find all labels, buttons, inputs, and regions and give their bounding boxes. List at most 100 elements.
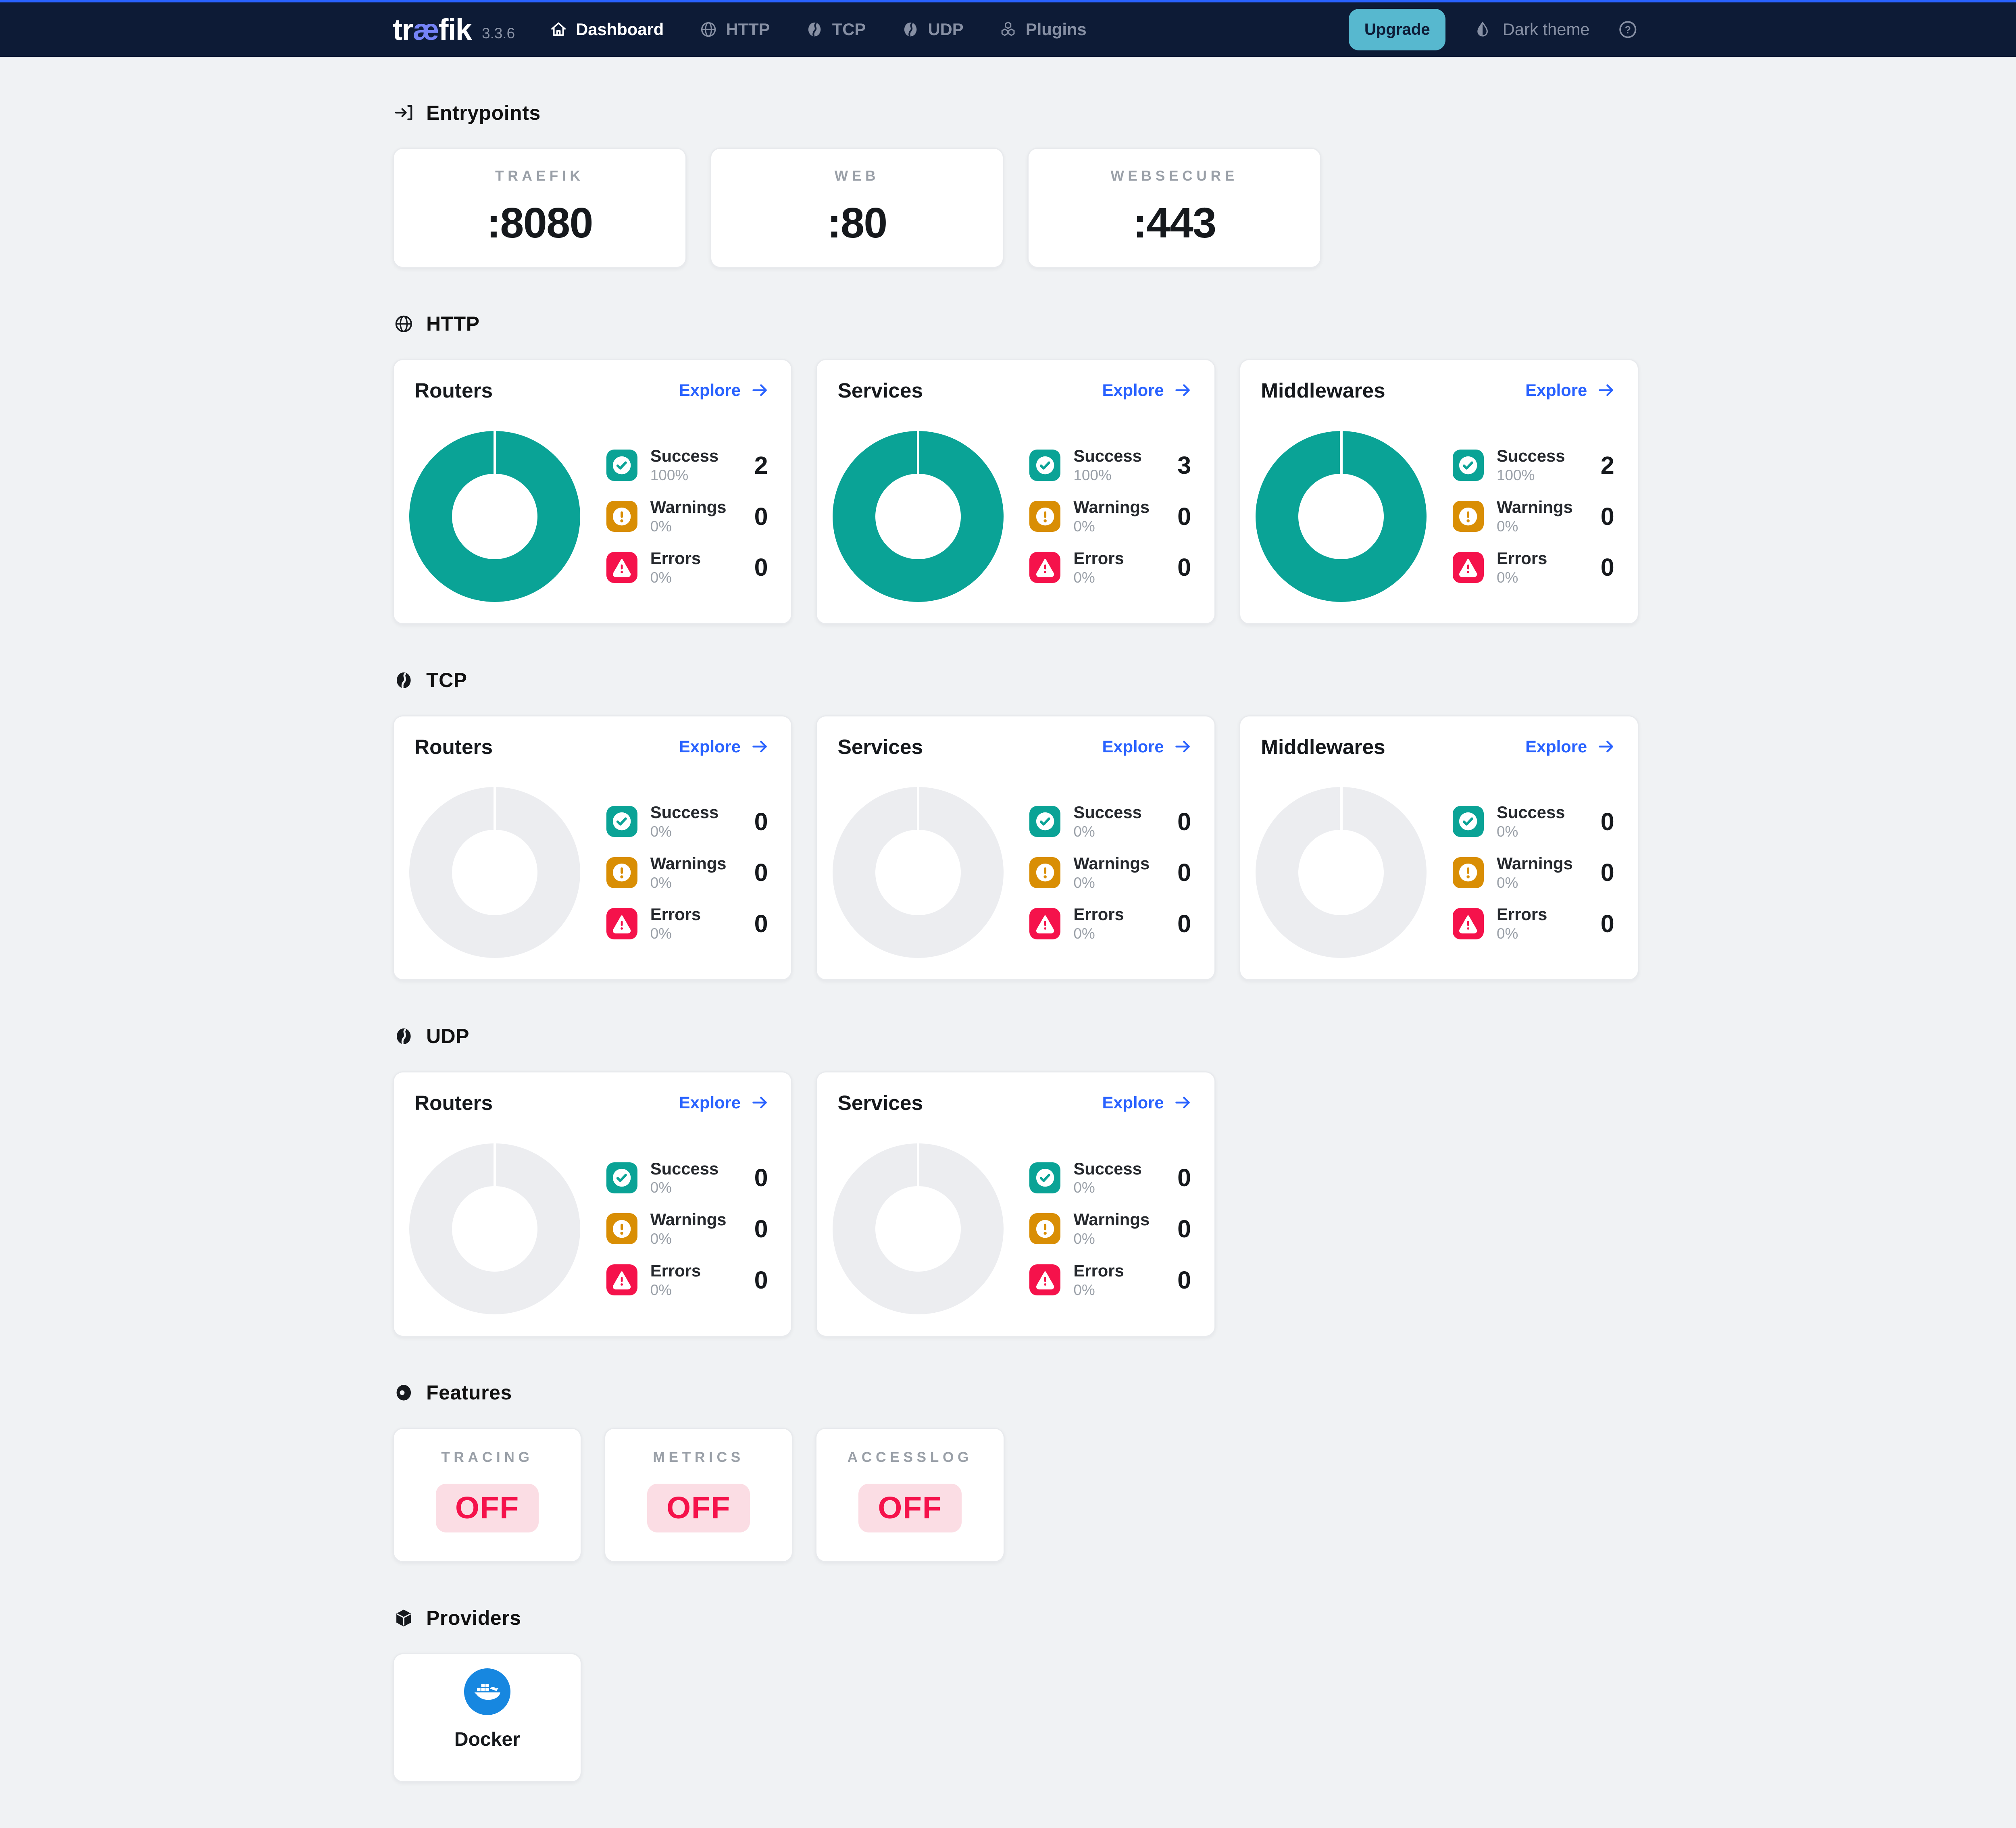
help-icon[interactable] [1617,19,1639,41]
arrow-right-icon [750,1092,771,1113]
dark-theme-toggle[interactable]: Dark theme [1473,20,1589,39]
donut-chart [832,431,1004,602]
stat-row-warnings: Warnings 0% 0 [606,498,768,535]
success-icon [606,806,637,837]
error-icon [1452,908,1484,939]
provider-name: Docker [454,1728,521,1750]
stat-value: 0 [754,554,768,581]
stat-percent: 0% [1073,874,1095,891]
logo-ligature: æ [412,12,439,46]
stat-value: 0 [1600,502,1614,530]
stat-value: 2 [1600,452,1614,479]
card-title: Routers [414,378,493,402]
warning-icon [1452,501,1484,532]
card-title: Middlewares [1261,378,1385,402]
donut-chart [409,1143,581,1314]
stat-percent: 0% [1073,1179,1095,1196]
stat-percent: 0% [1073,569,1095,586]
http-header: HTTP [393,312,1639,335]
stat-percent: 0% [1496,823,1518,840]
stat-row-errors: Errors 0% 0 [606,1262,768,1298]
card-title: Middlewares [1261,735,1385,758]
stat-row-warnings: Warnings 0% 0 [1452,498,1614,535]
warning-icon [1029,857,1061,888]
stat-percent: 0% [650,823,672,840]
stat-percent: 100% [1073,467,1112,484]
section-title: TCP [426,668,467,691]
stat-value: 0 [754,910,768,937]
stat-value: 0 [1177,1266,1191,1294]
explore-label: Explore [679,380,741,400]
udp-routers-card: Routers Explore Success 0% 0 [392,1071,793,1337]
success-icon [1029,806,1061,837]
donut-chart [409,431,581,602]
error-icon [606,552,637,583]
explore-link[interactable]: Explore [1525,736,1617,757]
nav-item-label: HTTP [726,20,770,39]
feature-card-accesslog: ACCESSLOG OFF [815,1427,1005,1562]
stat-row-errors: Errors 0% 0 [1029,905,1191,942]
nav-item-dashboard[interactable]: Dashboard [549,20,664,39]
stat-row-errors: Errors 0% 0 [1029,1262,1191,1298]
explore-link[interactable]: Explore [679,1092,771,1113]
stat-label: Warnings [1496,498,1573,517]
stat-label: Errors [1073,905,1124,924]
package-icon [393,1607,415,1629]
explore-label: Explore [1525,737,1587,756]
stat-row-success: Success 100% 2 [606,447,768,483]
features-header: Features [393,1381,1639,1404]
logo-text-suffix: fik [438,12,472,46]
nav-item-http[interactable]: HTTP [699,20,770,39]
entrypoint-card-websecure: WEBSECURE :443 [1027,148,1322,269]
entrypoint-name: WEBSECURE [1110,168,1238,184]
explore-link[interactable]: Explore [679,380,771,400]
explore-link[interactable]: Explore [1102,380,1193,400]
nav-item-plugins[interactable]: Plugins [998,20,1087,39]
stat-percent: 0% [650,1179,672,1196]
stat-label: Errors [1496,905,1547,924]
section-features: Features TRACING OFF METRICS OFF ACCESSL… [392,1381,1639,1562]
donut-chart [409,787,581,958]
tcp-icon [393,669,415,691]
stat-value: 0 [1177,910,1191,937]
feature-card-tracing: TRACING OFF [392,1427,582,1562]
stat-label: Warnings [650,1210,727,1229]
stat-label: Success [1496,802,1565,822]
explore-link[interactable]: Explore [1102,1092,1193,1113]
nav-item-udp[interactable]: UDP [901,20,964,39]
stat-value: 0 [1177,808,1191,835]
providers-header: Providers [393,1607,1639,1629]
section-title: Features [426,1381,512,1404]
stat-label: Success [1073,802,1142,822]
section-entrypoints: Entrypoints TRAEFIK :8080 WEB :80 WEBSEC… [392,102,1639,269]
arrow-right-icon [750,736,771,757]
error-icon [1029,908,1061,939]
explore-label: Explore [1525,380,1587,400]
entrypoint-port: :443 [1133,199,1216,247]
explore-link[interactable]: Explore [679,736,771,757]
login-icon [393,102,415,124]
stat-label: Warnings [650,854,727,873]
explore-label: Explore [679,1093,741,1112]
explore-link[interactable]: Explore [1525,380,1617,400]
status-badge: OFF [435,1484,539,1533]
stat-label: Warnings [1073,1210,1150,1229]
upgrade-button[interactable]: Upgrade [1349,8,1446,51]
provider-card-docker: Docker [392,1653,582,1783]
feature-name: METRICS [653,1449,744,1466]
navbar: træfik 3.3.6 Dashboard HTTP TCP UDP [0,0,2016,57]
success-icon [606,450,637,481]
stat-row-success: Success 100% 2 [1452,447,1614,483]
disc-icon [393,1382,415,1404]
stat-label: Warnings [1496,854,1573,873]
stat-value: 0 [754,859,768,887]
nav-item-tcp[interactable]: TCP [805,20,866,39]
card-title: Services [837,735,923,758]
card-title: Services [837,1091,923,1115]
app-logo[interactable]: træfik [393,12,472,47]
section-tcp: TCP Routers Explore Success 0% [392,668,1639,981]
stat-percent: 0% [650,874,672,891]
explore-link[interactable]: Explore [1102,736,1193,757]
stat-percent: 0% [650,518,672,535]
donut-chart [832,1143,1004,1314]
